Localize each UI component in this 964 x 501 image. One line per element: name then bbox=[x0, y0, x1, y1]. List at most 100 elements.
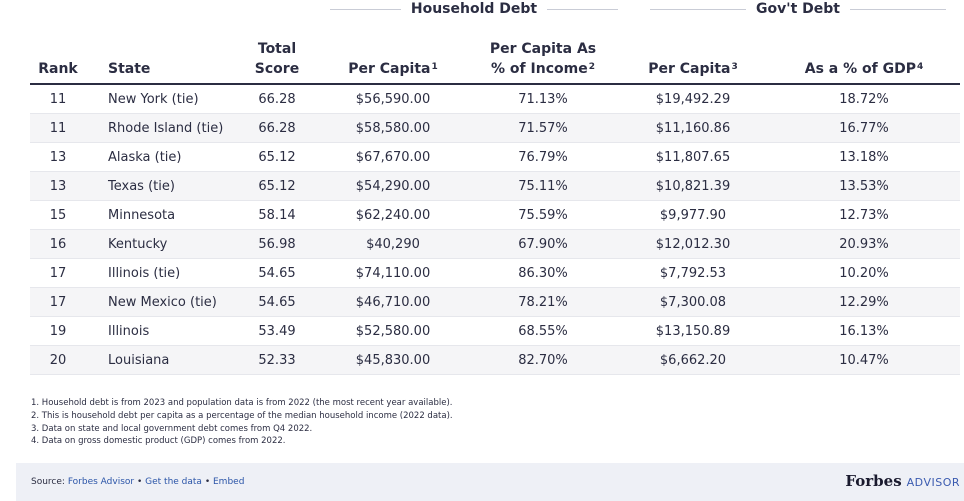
table-row: 11 Rhode Island (tie) 66.28 $58,580.00 71.57… bbox=[30, 113, 960, 143]
cell-household-income-pct: 82.70% bbox=[468, 345, 618, 375]
cell-household-income-pct: 71.57% bbox=[468, 113, 618, 143]
source-label: Source: bbox=[31, 477, 68, 487]
cell-household-income-pct: 86.30% bbox=[468, 258, 618, 288]
cell-rank: 11 bbox=[30, 113, 86, 143]
cell-govt-gdp-pct: 13.18% bbox=[768, 142, 960, 172]
cell-govt-gdp-pct: 13.53% bbox=[768, 171, 960, 201]
cell-total-score: 54.65 bbox=[236, 258, 318, 288]
cell-total-score: 66.28 bbox=[236, 113, 318, 143]
cell-govt-gdp-pct: 12.29% bbox=[768, 287, 960, 317]
cell-rank: 17 bbox=[30, 258, 86, 288]
cell-total-score: 53.49 bbox=[236, 316, 318, 346]
cell-rank: 13 bbox=[30, 142, 86, 172]
divider bbox=[330, 8, 401, 10]
cell-govt-gdp-pct: 10.47% bbox=[768, 345, 960, 375]
table-row: 15 Minnesota 58.14 $62,240.00 75.59% $9,977.9… bbox=[30, 200, 960, 230]
cell-household-per-capita: $45,830.00 bbox=[318, 345, 468, 375]
cell-state: Illinois bbox=[86, 316, 236, 346]
cell-govt-gdp-pct: 18.72% bbox=[768, 84, 960, 114]
cell-state: Kentucky bbox=[86, 229, 236, 259]
cell-govt-gdp-pct: 16.77% bbox=[768, 113, 960, 143]
col-header-govt-per-capita[interactable]: Per Capita3 bbox=[648, 61, 738, 77]
cell-total-score: 66.28 bbox=[236, 84, 318, 114]
table-row: 20 Louisiana 52.33 $45,830.00 82.70% $6,662.2… bbox=[30, 345, 960, 375]
col-header-total-score[interactable]: Total Score bbox=[254, 41, 300, 77]
col-header-household-per-capita[interactable]: Per Capita1 bbox=[348, 61, 438, 77]
cell-govt-gdp-pct: 20.93% bbox=[768, 229, 960, 259]
cell-govt-per-capita: $11,160.86 bbox=[618, 113, 768, 143]
cell-total-score: 54.65 bbox=[236, 287, 318, 317]
forbes-advisor-logo[interactable]: Forbes ADVISOR bbox=[845, 472, 960, 490]
table-row: 13 Texas (tie) 65.12 $54,290.00 75.11% $10,82… bbox=[30, 171, 960, 201]
cell-total-score: 65.12 bbox=[236, 142, 318, 172]
cell-govt-per-capita: $7,792.53 bbox=[618, 258, 768, 288]
table-row: 16 Kentucky 56.98 $40,290 67.90% $12,012.30 20… bbox=[30, 229, 960, 259]
table-body: 11 New York (tie) 66.28 $56,590.00 71.13% $19… bbox=[30, 84, 960, 375]
cell-household-income-pct: 68.55% bbox=[468, 316, 618, 346]
footnotes: 1. Household debt is from 2023 and popul… bbox=[31, 397, 453, 448]
cell-govt-gdp-pct: 10.20% bbox=[768, 258, 960, 288]
cell-rank: 19 bbox=[30, 316, 86, 346]
footnote: 4. Data on gross domestic product (GDP) … bbox=[31, 436, 286, 447]
separator: • bbox=[201, 477, 213, 487]
cell-household-income-pct: 78.21% bbox=[468, 287, 618, 317]
cell-govt-per-capita: $7,300.08 bbox=[618, 287, 768, 317]
household-debt-title: Household Debt bbox=[410, 1, 538, 17]
col-header-govt-gdp-pct[interactable]: As a % of GDP4 bbox=[804, 61, 924, 77]
cell-state: Minnesota bbox=[86, 200, 236, 230]
divider bbox=[650, 8, 747, 10]
cell-household-income-pct: 67.90% bbox=[468, 229, 618, 259]
cell-state: Rhode Island (tie) bbox=[86, 113, 236, 143]
debt-ranking-table: Rank State Total Score Per Capita1 Per Ca… bbox=[30, 30, 960, 375]
cell-state: New York (tie) bbox=[86, 84, 236, 114]
table-row: 19 Illinois 53.49 $52,580.00 68.55% $13,150.8… bbox=[30, 316, 960, 346]
footnote: 2. This is household debt per capita as … bbox=[31, 410, 453, 421]
table-header: Rank State Total Score Per Capita1 Per Ca… bbox=[30, 30, 960, 84]
footnote: 1. Household debt is from 2023 and popul… bbox=[31, 398, 453, 408]
source-line: Source: Forbes Advisor • Get the data • … bbox=[31, 477, 244, 487]
cell-govt-gdp-pct: 16.13% bbox=[768, 316, 960, 346]
cell-household-income-pct: 75.11% bbox=[468, 171, 618, 201]
cell-household-per-capita: $52,580.00 bbox=[318, 316, 468, 346]
cell-rank: 17 bbox=[30, 287, 86, 317]
cell-rank: 13 bbox=[30, 171, 86, 201]
cell-household-per-capita: $56,590.00 bbox=[318, 84, 468, 114]
cell-govt-gdp-pct: 12.73% bbox=[768, 200, 960, 230]
cell-total-score: 58.14 bbox=[236, 200, 318, 230]
get-data-link[interactable]: Get the data bbox=[145, 477, 202, 487]
govt-debt-group-header: Gov't Debt bbox=[650, 0, 947, 18]
footnote: 3. Data on state and local government de… bbox=[31, 423, 313, 434]
cell-govt-per-capita: $6,662.20 bbox=[618, 345, 768, 375]
cell-state: Louisiana bbox=[86, 345, 236, 375]
cell-household-per-capita: $46,710.00 bbox=[318, 287, 468, 317]
col-header-state[interactable]: State bbox=[108, 61, 151, 77]
cell-total-score: 65.12 bbox=[236, 171, 318, 201]
cell-total-score: 52.33 bbox=[236, 345, 318, 375]
cell-rank: 11 bbox=[30, 84, 86, 114]
govt-debt-title: Gov't Debt bbox=[756, 1, 840, 17]
embed-link[interactable]: Embed bbox=[212, 477, 245, 487]
brand-suffix: ADVISOR bbox=[906, 476, 960, 489]
col-header-rank[interactable]: Rank bbox=[38, 61, 78, 77]
cell-govt-per-capita: $9,977.90 bbox=[618, 200, 768, 230]
cell-household-income-pct: 75.59% bbox=[468, 200, 618, 230]
cell-rank: 16 bbox=[30, 229, 86, 259]
source-link[interactable]: Forbes Advisor bbox=[67, 477, 135, 487]
cell-state: Illinois (tie) bbox=[86, 258, 236, 288]
cell-rank: 20 bbox=[30, 345, 86, 375]
cell-household-per-capita: $67,670.00 bbox=[318, 142, 468, 172]
cell-household-income-pct: 71.13% bbox=[468, 84, 618, 114]
divider bbox=[547, 8, 618, 10]
cell-govt-per-capita: $19,492.29 bbox=[618, 84, 768, 114]
cell-govt-per-capita: $10,821.39 bbox=[618, 171, 768, 201]
cell-total-score: 56.98 bbox=[236, 229, 318, 259]
col-header-household-income-pct[interactable]: Per Capita As% of Income2 bbox=[489, 41, 597, 77]
cell-govt-per-capita: $13,150.89 bbox=[618, 316, 768, 346]
table-row: 13 Alaska (tie) 65.12 $67,670.00 76.79% $11,8… bbox=[30, 142, 960, 172]
footer-bar: Source: Forbes Advisor • Get the data • … bbox=[16, 463, 964, 501]
cell-state: New Mexico (tie) bbox=[86, 287, 236, 317]
cell-state: Alaska (tie) bbox=[86, 142, 236, 172]
table-row: 17 New Mexico (tie) 54.65 $46,710.00 78.21% $… bbox=[30, 287, 960, 317]
cell-state: Texas (tie) bbox=[86, 171, 236, 201]
cell-household-per-capita: $62,240.00 bbox=[318, 200, 468, 230]
